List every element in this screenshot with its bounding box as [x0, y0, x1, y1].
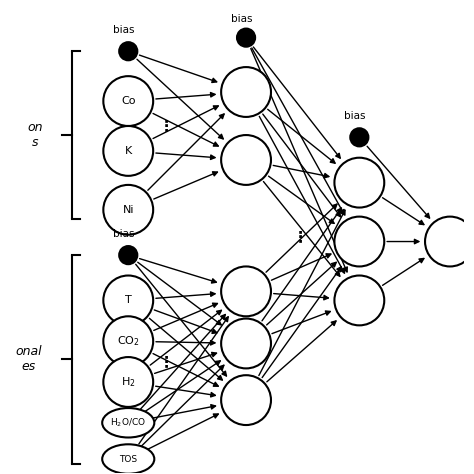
Ellipse shape — [102, 408, 155, 438]
Circle shape — [335, 158, 384, 208]
Circle shape — [103, 126, 153, 176]
Circle shape — [221, 266, 271, 316]
Text: TOS: TOS — [119, 455, 137, 464]
Circle shape — [350, 128, 368, 146]
Text: H$_2$: H$_2$ — [121, 375, 136, 389]
Text: T: T — [125, 295, 132, 305]
Text: onal
es: onal es — [15, 346, 42, 374]
Text: ⋮: ⋮ — [159, 118, 174, 134]
Circle shape — [237, 28, 255, 47]
Text: ⋮: ⋮ — [159, 354, 174, 369]
Circle shape — [221, 135, 271, 185]
Text: bias: bias — [113, 26, 135, 36]
Circle shape — [103, 316, 153, 366]
Circle shape — [103, 357, 153, 407]
Circle shape — [103, 185, 153, 235]
Circle shape — [119, 42, 137, 60]
Circle shape — [221, 67, 271, 117]
Circle shape — [425, 217, 474, 266]
Text: K: K — [125, 146, 132, 156]
Text: ⋮: ⋮ — [293, 229, 308, 245]
Ellipse shape — [102, 444, 155, 474]
Text: Co: Co — [121, 96, 136, 106]
Circle shape — [221, 375, 271, 425]
Text: bias: bias — [344, 111, 365, 121]
Text: on
s: on s — [27, 121, 43, 149]
Circle shape — [221, 319, 271, 368]
Circle shape — [335, 275, 384, 325]
Text: CO$_2$: CO$_2$ — [117, 334, 140, 348]
Circle shape — [103, 76, 153, 126]
Text: bias: bias — [231, 14, 252, 24]
Text: Ni: Ni — [122, 205, 134, 215]
Circle shape — [335, 217, 384, 266]
Circle shape — [103, 275, 153, 325]
Text: H$_2$O/CO: H$_2$O/CO — [110, 417, 146, 429]
Text: bias: bias — [113, 229, 135, 239]
Circle shape — [119, 246, 137, 264]
